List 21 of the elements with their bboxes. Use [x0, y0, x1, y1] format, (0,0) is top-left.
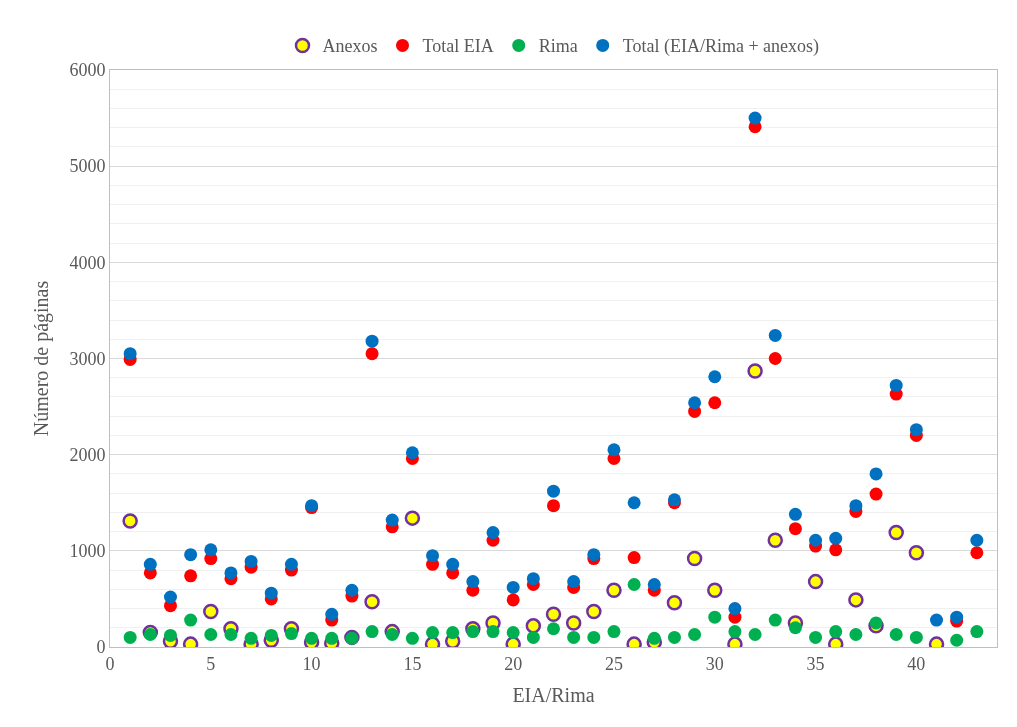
- legend-label: Total (EIA/Rima + anexos): [622, 36, 820, 58]
- x-tick-label: 20: [504, 653, 523, 674]
- y-tick-label: 5000: [69, 156, 106, 177]
- legend-label: Anexos: [322, 36, 378, 57]
- x-tick-label: 25: [604, 653, 623, 674]
- y-tick-label: 1000: [69, 541, 106, 562]
- x-tick-label: 15: [403, 653, 422, 674]
- y-tick-label: 2000: [69, 444, 106, 465]
- y-tick-label: 4000: [69, 252, 106, 273]
- x-tick-label: 10: [302, 653, 321, 674]
- y-tick-label: 6000: [69, 60, 106, 81]
- x-tick-label: 35: [806, 653, 825, 674]
- x-tick-label: 30: [705, 653, 724, 674]
- y-tick-label: 0: [96, 637, 106, 658]
- y-axis-title: Número de páginas: [29, 280, 53, 437]
- x-axis-title: EIA/Rima: [512, 684, 595, 707]
- x-tick-label: 5: [206, 653, 216, 674]
- legend-label: Total EIA: [422, 36, 494, 57]
- y-tick-label: 3000: [69, 348, 106, 369]
- x-tick-label: 40: [907, 653, 926, 674]
- legend-label: Rima: [538, 36, 578, 57]
